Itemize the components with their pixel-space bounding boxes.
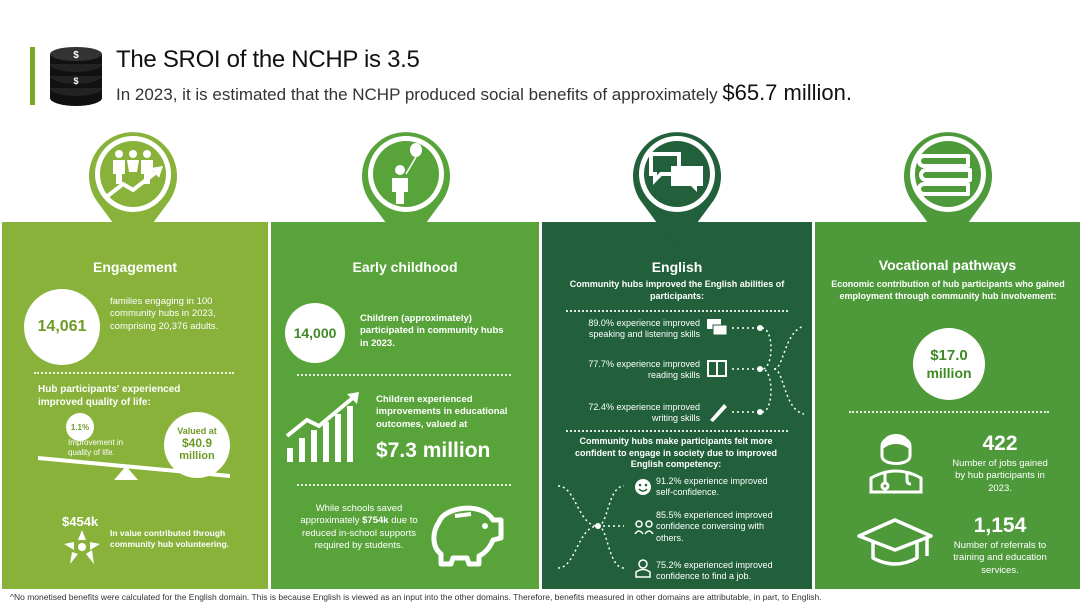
quality-heading: Hub participants' experienced improved q… xyxy=(38,383,218,409)
book-icon xyxy=(706,359,728,379)
doctor-icon xyxy=(867,432,925,494)
growth-chart-icon xyxy=(285,392,365,464)
separator xyxy=(34,372,234,374)
vocational-heading: Economic contribution of hub participant… xyxy=(829,279,1067,302)
seesaw-icon xyxy=(30,450,240,492)
separator xyxy=(566,430,788,432)
vocational-amount: $17.0 xyxy=(930,347,968,364)
edu-text: Children experienced improvements in edu… xyxy=(376,394,526,431)
svg-text:$: $ xyxy=(73,76,78,86)
english-item-3: 72.4% experience improved writing skills xyxy=(572,402,700,425)
volunteer-text: In value contributed through community h… xyxy=(110,528,240,550)
separator xyxy=(566,310,788,312)
svg-text:$: $ xyxy=(73,50,79,61)
early-childhood-pin xyxy=(356,124,456,252)
improvement-pct: 1.1% xyxy=(66,413,94,441)
engagement-panel: Engagement 14,061 families engaging in 1… xyxy=(2,222,268,589)
schools-text: While schools saved approximately $754k … xyxy=(299,503,419,552)
referrals-text: Number of referrals to training and educ… xyxy=(947,540,1053,577)
jobs-text: Number of jobs gained by hub participant… xyxy=(947,458,1053,495)
vocational-pin xyxy=(898,124,998,252)
children-text: Children (approximately) participated in… xyxy=(360,313,510,350)
group-icon xyxy=(634,518,654,536)
early-childhood-panel: Early childhood 14,000 Children (approxi… xyxy=(271,222,539,589)
subtitle-text: In 2023, it is estimated that the NCHP p… xyxy=(116,85,722,104)
valued-amount: $40.9 xyxy=(182,437,212,450)
page-subtitle: In 2023, it is estimated that the NCHP p… xyxy=(116,80,852,106)
footnote: ^No monetised benefits were calculated f… xyxy=(10,592,822,602)
english-title: English xyxy=(542,259,812,275)
english-heading-1: Community hubs improved the English abil… xyxy=(558,279,796,302)
early-childhood-title: Early childhood xyxy=(271,259,539,275)
vocational-amount-unit: million xyxy=(926,365,971,381)
header-accent-bar xyxy=(30,47,35,105)
vocational-title: Vocational pathways xyxy=(815,257,1080,273)
engagement-pin xyxy=(83,124,183,252)
english-connector-1 xyxy=(728,314,808,424)
smiley-icon xyxy=(634,478,652,496)
english-item-4: 91.2% experience improved self-confidenc… xyxy=(656,476,784,499)
separator xyxy=(849,411,1049,413)
families-value: 14,061 xyxy=(24,289,100,365)
english-panel: English Community hubs improved the Engl… xyxy=(542,222,812,589)
separator xyxy=(297,374,511,376)
english-item-2: 77.7% experience improved reading skills xyxy=(572,359,700,382)
coins-icon: $ $ xyxy=(46,46,106,108)
page-title: The SROI of the NCHP is 3.5 xyxy=(116,46,420,74)
worker-icon xyxy=(634,558,652,578)
separator xyxy=(297,484,511,486)
hands-icon xyxy=(64,530,100,564)
volunteer-value: $454k xyxy=(62,514,98,531)
english-pin xyxy=(627,124,727,252)
english-item-5: 85.5% experienced improved confidence co… xyxy=(656,510,784,544)
subtitle-amount: $65.7 million. xyxy=(722,80,852,105)
vocational-amount-circle: $17.0 million xyxy=(913,328,985,400)
edu-amount: $7.3 million xyxy=(376,437,490,464)
piggy-bank-icon xyxy=(425,498,507,568)
english-item-1: 89.0% experience improved speaking and l… xyxy=(572,318,700,341)
speech-icon xyxy=(706,318,728,338)
graduation-cap-icon xyxy=(855,516,935,568)
referrals-value: 1,154 xyxy=(945,512,1055,539)
children-value: 14,000 xyxy=(285,303,345,363)
jobs-value: 422 xyxy=(945,430,1055,457)
families-text: families engaging in 100 community hubs … xyxy=(110,296,250,333)
vocational-panel: Vocational pathways Economic contributio… xyxy=(815,222,1080,589)
pen-icon xyxy=(706,402,728,422)
english-connector-2 xyxy=(556,472,630,580)
engagement-title: Engagement xyxy=(2,259,268,275)
english-item-6: 75.2% experienced improved confidence to… xyxy=(656,560,784,583)
schools-amount: $754k xyxy=(362,515,388,526)
english-heading-2: Community hubs make participants felt mo… xyxy=(560,436,792,471)
